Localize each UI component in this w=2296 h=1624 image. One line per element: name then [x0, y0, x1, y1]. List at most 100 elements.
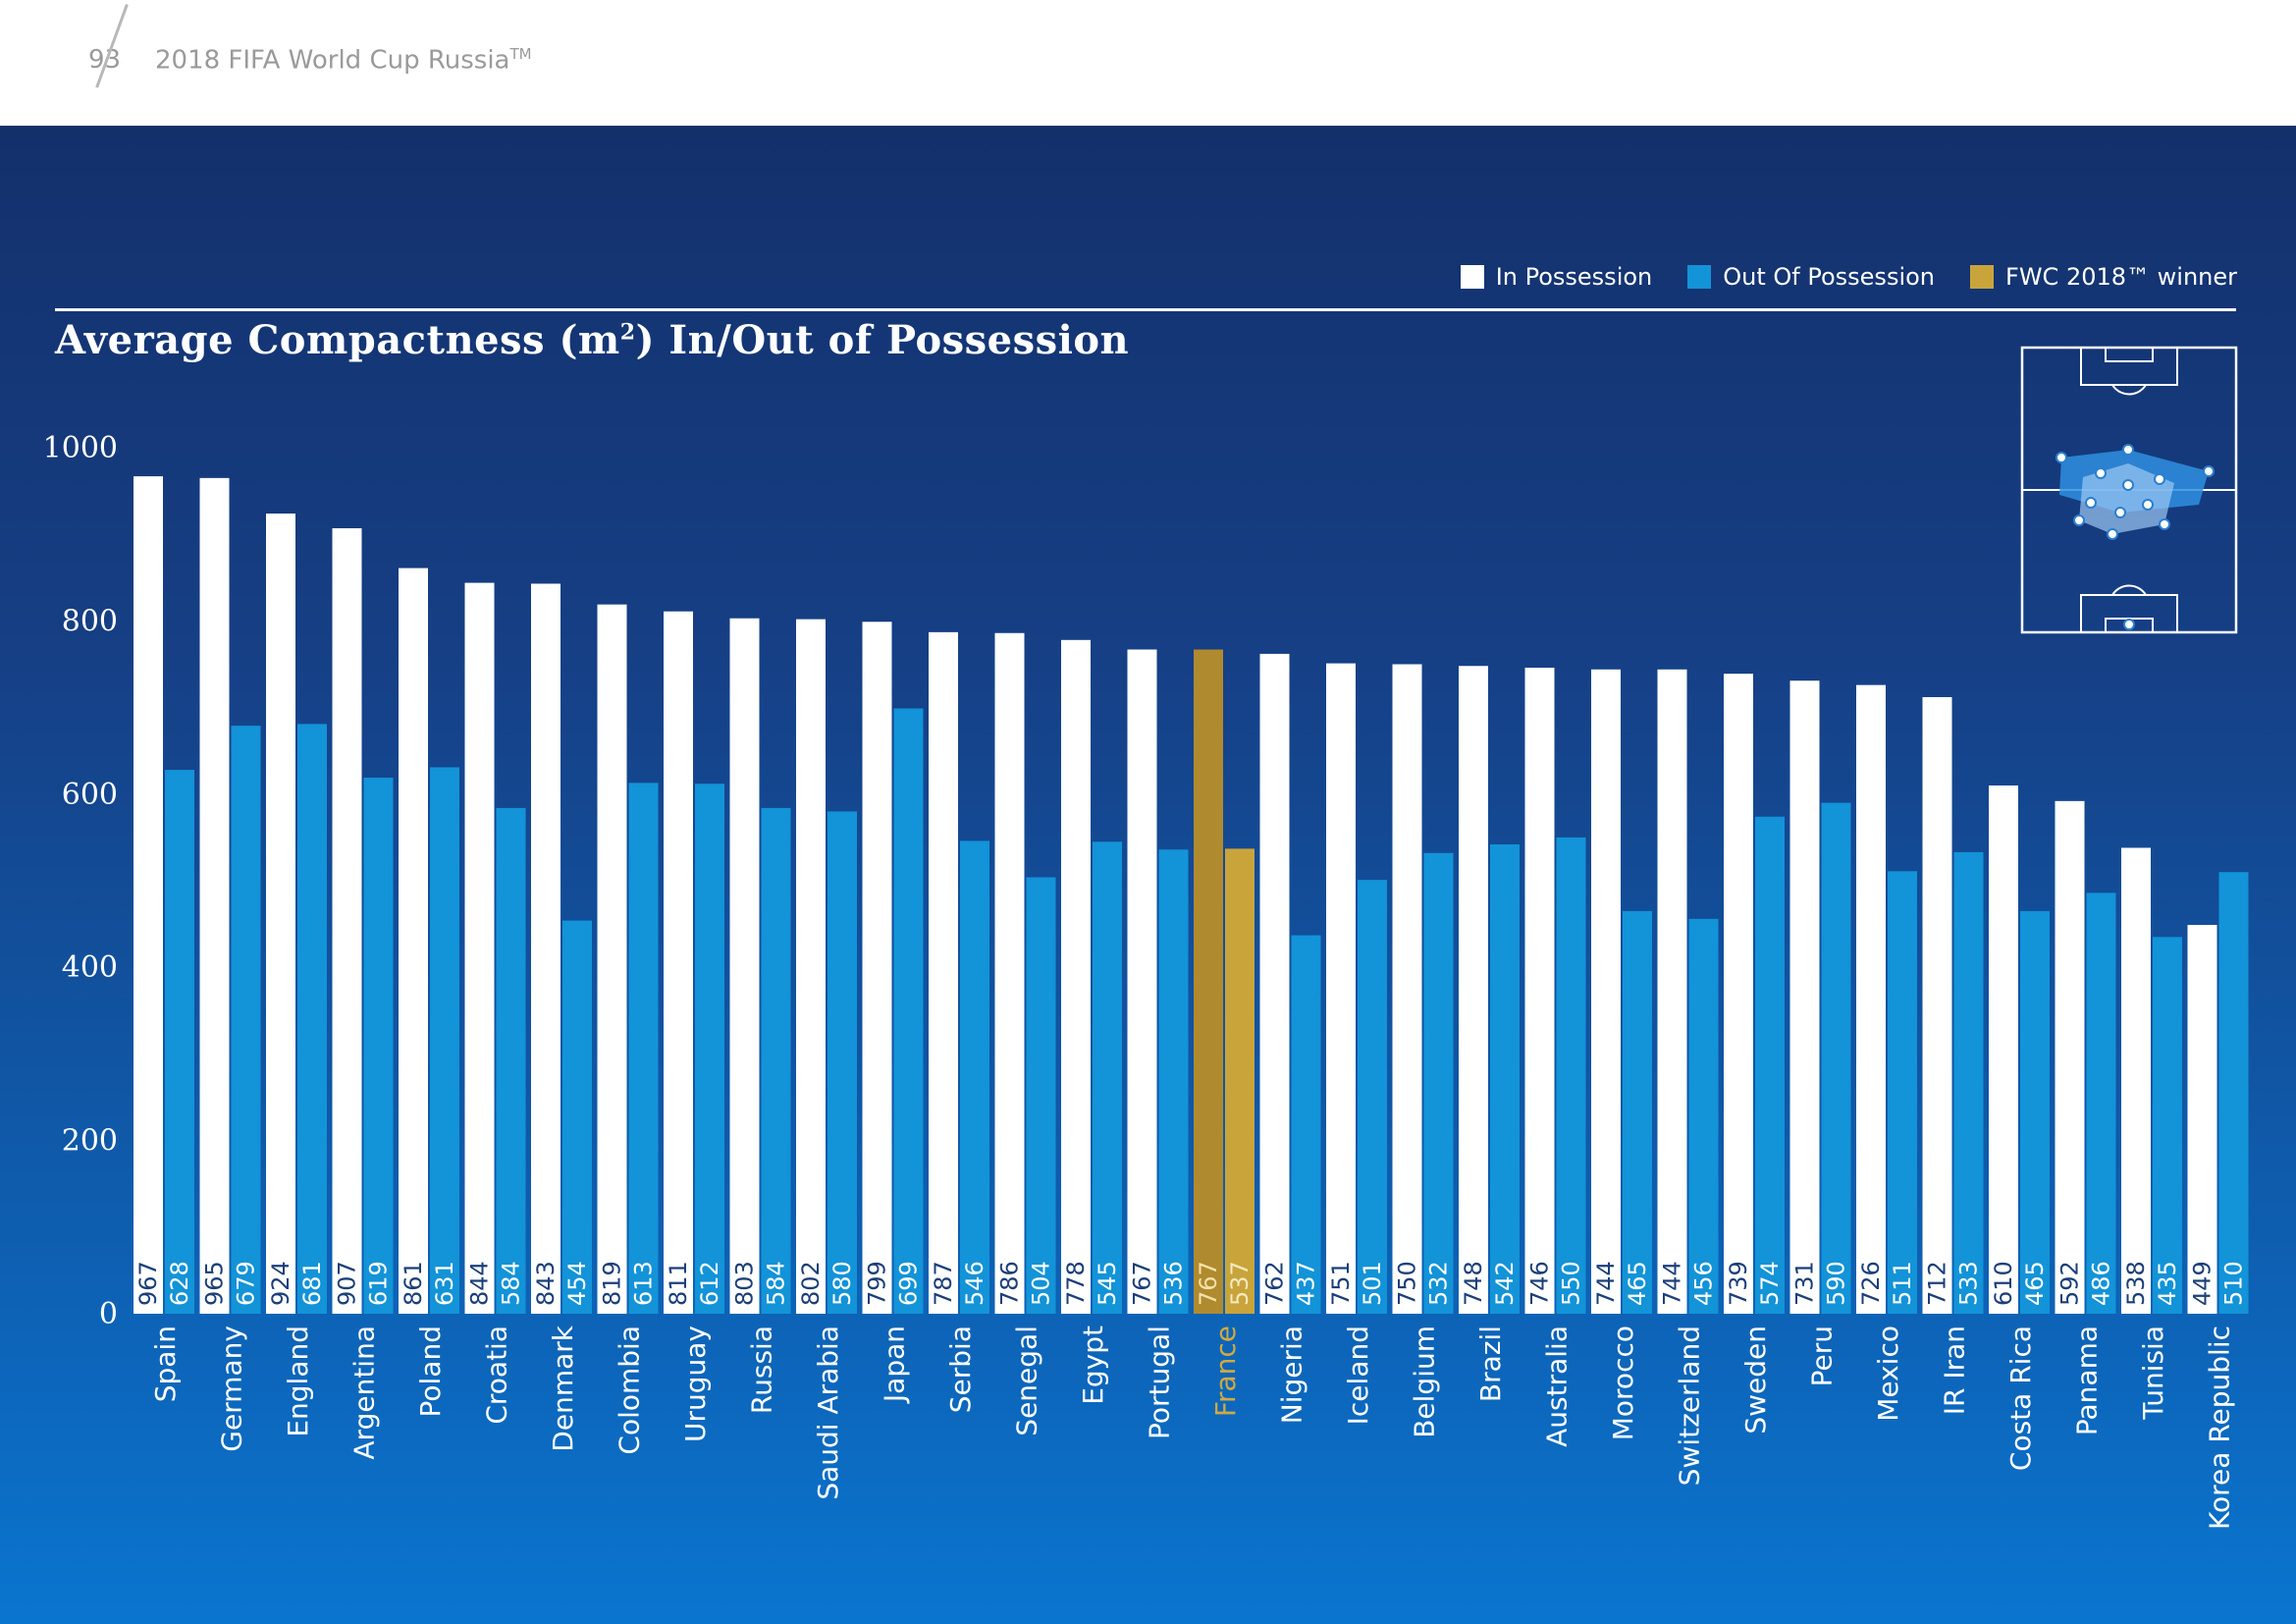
- category-label: Morocco: [1607, 1326, 1639, 1440]
- bar-in-possession: [729, 618, 760, 1314]
- chart-title-start: Average Compactness (m: [55, 317, 620, 363]
- y-axis: 0 200 400 600 800 1000: [43, 431, 118, 1331]
- pitch-top-penalty-box: [2080, 347, 2178, 386]
- bar-out-of-possession: [1821, 802, 1851, 1314]
- bar-out-of-possession: [231, 726, 261, 1314]
- player-marker: [2142, 499, 2154, 511]
- chart-panel: In Possession Out Of Possession FWC 2018…: [0, 126, 2296, 1624]
- bar-in-possession: [1856, 684, 1886, 1314]
- category-label: Panama: [2071, 1326, 2104, 1435]
- bar-chart: 0 200 400 600 800 1000 967 628 Spain 965 679 Germa…: [43, 346, 2249, 1530]
- category-label: Argentina: [348, 1326, 381, 1460]
- title-rule: [55, 308, 2236, 311]
- value-label-in-possession: 786: [996, 1261, 1024, 1306]
- category-label: Costa Rica: [2004, 1326, 2037, 1471]
- bar-in-possession: [796, 619, 826, 1314]
- value-label-out-of-possession: 574: [1756, 1261, 1784, 1306]
- value-label-out-of-possession: 511: [1889, 1261, 1916, 1306]
- category-label: Switzerland: [1674, 1326, 1706, 1486]
- bar-out-of-possession: [1026, 877, 1056, 1314]
- category-labels: 967 628 Spain 965 679 Germany 924 681 England 907…: [134, 1261, 2248, 1530]
- value-label-out-of-possession: 628: [166, 1261, 193, 1306]
- legend-item-winner: FWC 2018™ winner: [1970, 263, 2237, 291]
- value-label-in-possession: 767: [1129, 1261, 1156, 1306]
- value-label-in-possession: 731: [1791, 1261, 1819, 1306]
- value-label-in-possession: 610: [1990, 1261, 2017, 1306]
- category-label: Senegal: [1011, 1326, 1043, 1436]
- bar-out-of-possession: [1556, 837, 1586, 1314]
- category-label: Saudi Arabia: [812, 1326, 844, 1500]
- value-label-out-of-possession: 550: [1558, 1261, 1585, 1306]
- value-label-out-of-possession: 580: [828, 1261, 856, 1306]
- value-label-out-of-possession: 545: [1094, 1261, 1121, 1306]
- value-label-out-of-possession: 584: [763, 1261, 790, 1306]
- y-tick-label: 1000: [43, 431, 118, 465]
- value-label-out-of-possession: 533: [1955, 1261, 1983, 1306]
- player-marker: [2095, 467, 2107, 479]
- bar-in-possession: [1061, 639, 1091, 1314]
- value-label-in-possession: 750: [1394, 1261, 1421, 1306]
- bar-out-of-possession: [430, 767, 459, 1314]
- bar-in-possession: [2187, 924, 2217, 1314]
- bar-out-of-possession: [1953, 851, 1984, 1314]
- value-label-out-of-possession: 435: [2154, 1261, 2181, 1306]
- value-label-out-of-possession: 699: [895, 1261, 923, 1306]
- value-label-in-possession: 744: [1659, 1261, 1686, 1306]
- value-label-in-possession: 967: [134, 1261, 162, 1306]
- category-label: Japan: [879, 1326, 911, 1404]
- bar-in-possession: [1459, 666, 1488, 1314]
- value-label-in-possession: 787: [930, 1261, 957, 1306]
- player-marker: [2107, 528, 2118, 540]
- value-label-out-of-possession: 437: [1293, 1261, 1320, 1306]
- bar-in-possession: [531, 583, 561, 1314]
- trademark-mark: TM: [509, 45, 532, 63]
- player-marker: [2203, 465, 2215, 477]
- document-title-text: 2018 FIFA World Cup Russia: [155, 45, 510, 76]
- category-label: Australia: [1541, 1326, 1574, 1447]
- value-label-out-of-possession: 454: [563, 1261, 591, 1306]
- category-label: England: [282, 1326, 314, 1437]
- player-marker: [2122, 444, 2134, 456]
- value-label-in-possession: 965: [201, 1261, 229, 1306]
- value-label-out-of-possession: 631: [431, 1261, 458, 1306]
- category-label: France: [1209, 1326, 1242, 1417]
- pitch-bottom-arc: [2111, 584, 2147, 596]
- bar-out-of-possession: [1888, 871, 1917, 1314]
- player-marker: [2122, 479, 2134, 491]
- value-label-in-possession: 739: [1725, 1261, 1752, 1306]
- bar-out-of-possession: [496, 807, 526, 1314]
- bar-in-possession: [1591, 669, 1621, 1314]
- category-label: Mexico: [1872, 1326, 1904, 1422]
- value-label-in-possession: 778: [1062, 1261, 1090, 1306]
- category-label: Portugal: [1144, 1326, 1176, 1439]
- category-label: Brazil: [1474, 1326, 1507, 1402]
- bar-out-of-possession: [761, 807, 791, 1314]
- player-marker: [2073, 514, 2085, 526]
- chart-title-superscript: 2: [619, 319, 636, 346]
- category-label: Serbia: [944, 1326, 977, 1413]
- bar-out-of-possession: [165, 770, 194, 1314]
- bar-out-of-possession: [1423, 852, 1454, 1314]
- pitch-top-arc: [2111, 384, 2147, 396]
- bar-out-of-possession: [628, 783, 659, 1314]
- legend-swatch-in-possession: [1460, 265, 1484, 289]
- bar-in-possession: [1326, 663, 1356, 1314]
- legend-label-in-possession: In Possession: [1495, 263, 1653, 291]
- value-label-in-possession: 924: [267, 1261, 294, 1306]
- value-label-out-of-possession: 679: [233, 1261, 260, 1306]
- pitch-diagram: [2020, 346, 2238, 634]
- value-label-out-of-possession: 486: [2088, 1261, 2115, 1306]
- category-label: Germany: [216, 1326, 248, 1452]
- category-label: Iceland: [1342, 1326, 1374, 1425]
- value-label-out-of-possession: 619: [365, 1261, 393, 1306]
- bar-out-of-possession: [1490, 843, 1520, 1314]
- value-label-in-possession: 712: [1924, 1261, 1951, 1306]
- bar-in-possession: [664, 611, 693, 1314]
- bar-out-of-possession: [1158, 849, 1189, 1314]
- bar-in-possession: [266, 514, 295, 1314]
- category-label: Tunisia: [2137, 1326, 2169, 1421]
- bar-out-of-possession: [1688, 918, 1719, 1314]
- value-label-out-of-possession: 536: [1160, 1261, 1188, 1306]
- bar-in-possession: [464, 582, 495, 1314]
- value-label-in-possession: 538: [2122, 1261, 2150, 1306]
